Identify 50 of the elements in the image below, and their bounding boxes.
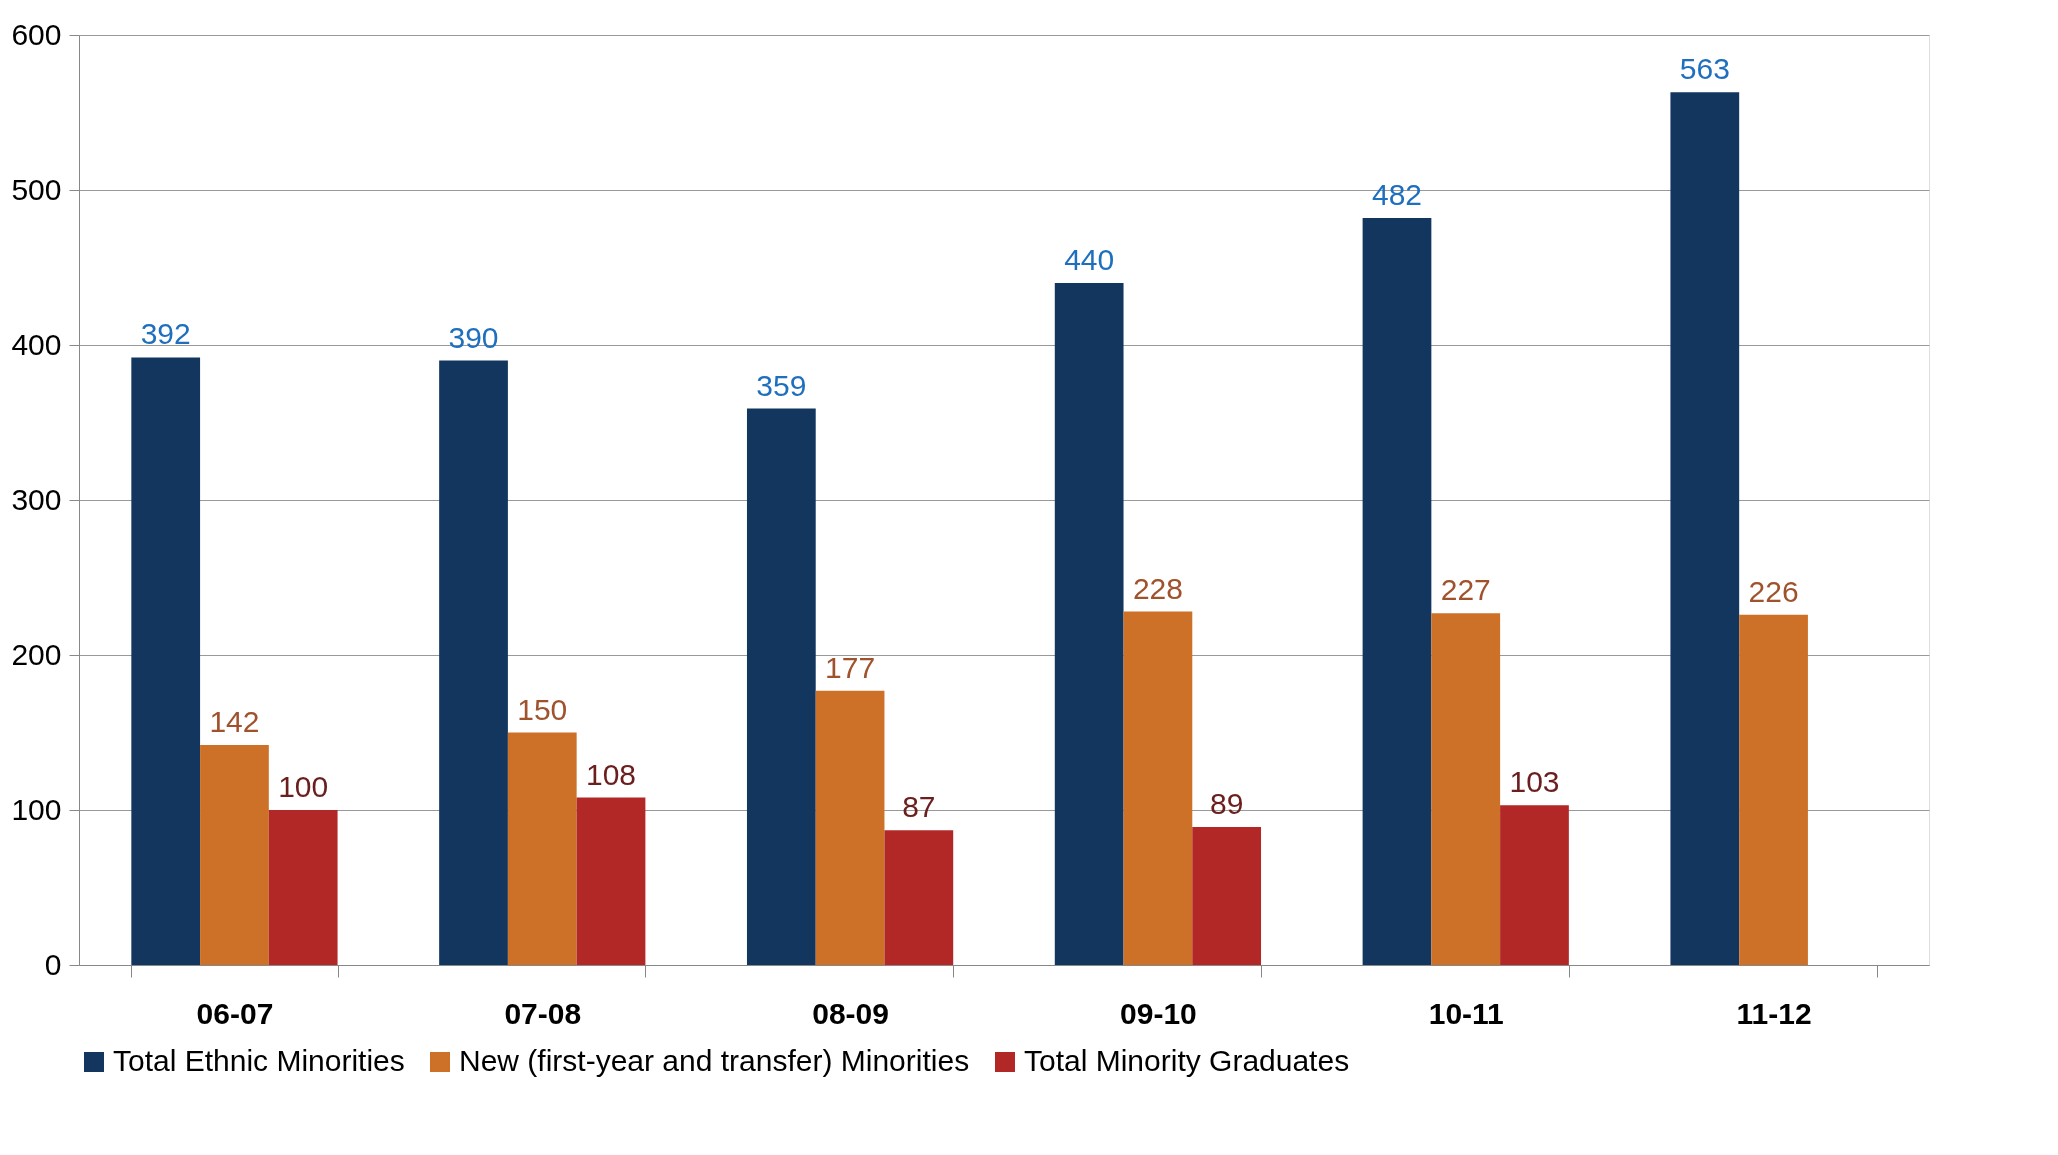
bar <box>1123 611 1193 965</box>
y-tick-label: 100 <box>11 792 62 826</box>
data-label: 390 <box>448 320 499 354</box>
data-label: 226 <box>1748 574 1799 608</box>
bar <box>1362 217 1432 965</box>
y-tick-label: 200 <box>11 637 62 671</box>
y-tick-label: 600 <box>11 17 62 51</box>
y-tick-label: 0 <box>44 947 62 981</box>
data-label: 392 <box>140 317 191 351</box>
data-label: 108 <box>585 757 637 791</box>
bar <box>1500 805 1569 965</box>
data-label: 89 <box>1209 787 1244 821</box>
bar <box>815 690 885 965</box>
legend-label: Total Ethnic Minorities <box>113 1044 405 1077</box>
x-tick-label: 09-10 <box>1120 996 1197 1030</box>
data-label: 100 <box>278 770 329 803</box>
x-tick-label: 11-12 <box>1736 996 1812 1030</box>
bar <box>1192 827 1262 965</box>
data-label: 150 <box>517 692 568 726</box>
y-tick-label: 300 <box>11 482 62 516</box>
bar <box>576 797 646 965</box>
data-label: 227 <box>1440 573 1491 607</box>
bar <box>1670 92 1740 965</box>
data-label: 482 <box>1371 177 1423 211</box>
bar <box>1431 613 1501 965</box>
bar <box>1739 614 1808 965</box>
data-label: 228 <box>1132 571 1183 605</box>
bar <box>884 830 954 965</box>
bar <box>200 744 269 965</box>
legend-label: New (first-year and transfer) Minorities <box>459 1044 970 1077</box>
data-label: 440 <box>1064 243 1115 276</box>
bar <box>746 408 816 965</box>
bar <box>131 357 201 965</box>
x-tick-label: 07-08 <box>504 996 582 1030</box>
y-tick-label: 400 <box>11 327 62 361</box>
bar <box>507 732 577 965</box>
data-label: 87 <box>902 790 936 824</box>
x-tick-label: 10-11 <box>1428 996 1504 1030</box>
data-label: 177 <box>825 650 876 684</box>
bar <box>268 810 338 965</box>
legend-label: Total Minority Graduates <box>1024 1044 1350 1077</box>
data-label: 142 <box>209 704 260 738</box>
data-label: 563 <box>1679 52 1730 86</box>
x-tick-label: 08-09 <box>812 996 889 1030</box>
x-tick-label: 06-07 <box>196 996 274 1030</box>
y-tick-label: 500 <box>11 172 62 206</box>
data-label: 103 <box>1509 765 1560 799</box>
bar <box>1054 283 1124 965</box>
bar <box>439 360 508 965</box>
data-label: 359 <box>756 368 807 402</box>
